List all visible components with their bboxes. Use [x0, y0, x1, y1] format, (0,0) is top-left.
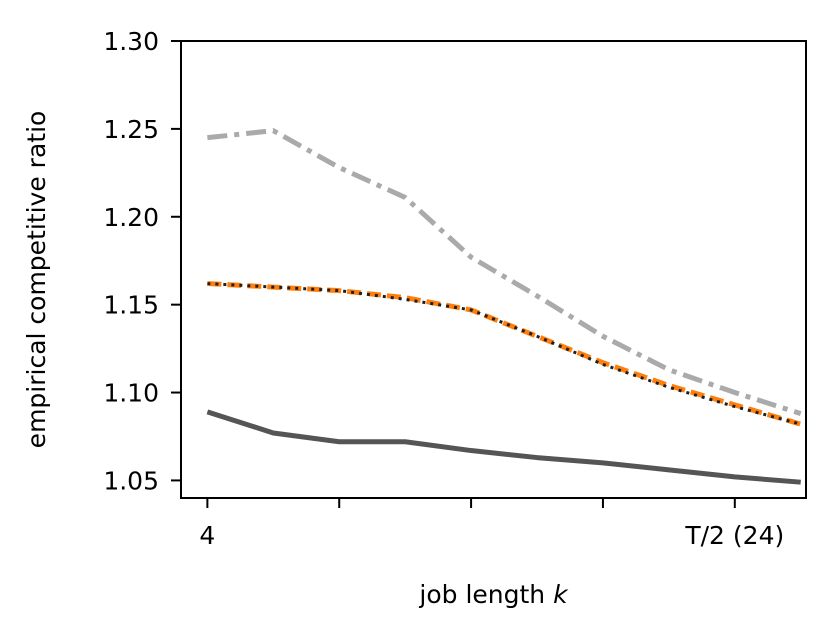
series-line-4 — [206, 409, 801, 485]
y-tick-label: 1.20 — [103, 203, 159, 232]
x-tick-label: T/2 (24) — [684, 521, 784, 550]
y-tick-label: 1.30 — [103, 27, 159, 56]
x-axis-label: job length k — [418, 580, 569, 609]
y-tick-label: 1.25 — [103, 115, 159, 144]
x-axis-label-variable: k — [553, 580, 569, 609]
y-tick-label: 1.15 — [103, 291, 159, 320]
y-axis-label: empirical competitive ratio — [22, 111, 51, 449]
y-tick-label: 1.05 — [103, 466, 159, 495]
plot-frame — [180, 40, 807, 499]
y-tick-label: 1.10 — [103, 379, 159, 408]
x-axis-label-text: job length — [418, 580, 553, 609]
x-axis: 4 T/2 (24) — [199, 498, 784, 550]
series-line-1 — [207, 128, 802, 417]
y-axis: 1.05 1.10 1.15 1.20 1.25 1.30 — [103, 27, 181, 495]
series-line-3 — [207, 282, 802, 426]
series-layer — [206, 128, 802, 485]
x-tick-label: 4 — [199, 521, 215, 550]
series-line-2 — [207, 281, 802, 427]
